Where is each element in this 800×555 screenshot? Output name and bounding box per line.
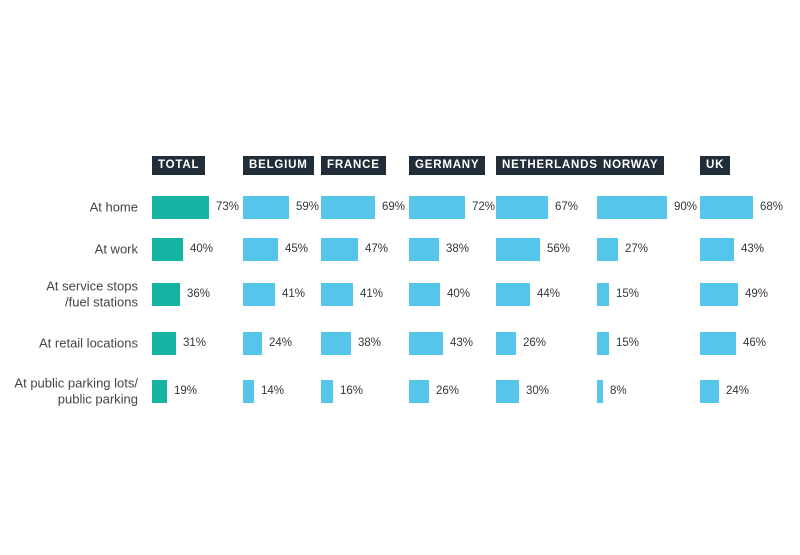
bar-france-at-home <box>321 196 375 219</box>
column-header-total: TOTAL <box>152 156 206 175</box>
value-label-norway-at-public-parking-lots: 8% <box>610 385 627 397</box>
bar-germany-at-home <box>409 196 465 219</box>
value-label-uk-at-work: 43% <box>741 243 765 255</box>
value-label-germany-at-public-parking-lots: 26% <box>436 385 460 397</box>
bar-total-at-retail-locations <box>152 332 176 355</box>
bar-germany-at-work <box>409 238 439 261</box>
bar-uk-at-home <box>700 196 753 219</box>
bar-norway-at-retail-locations <box>597 332 609 355</box>
bar-netherlands-at-home <box>496 196 548 219</box>
bar-norway-at-home <box>597 196 667 219</box>
bar-uk-at-public-parking-lots <box>700 380 719 403</box>
bar-germany-at-public-parking-lots <box>409 380 429 403</box>
column-header-uk: UK <box>700 156 731 175</box>
value-label-netherlands-at-public-parking-lots: 30% <box>526 385 550 397</box>
row-label-at-home: At home <box>89 199 138 215</box>
value-label-total-at-public-parking-lots: 19% <box>174 385 198 397</box>
value-label-norway-at-retail-locations: 15% <box>616 337 640 349</box>
value-label-france-at-public-parking-lots: 16% <box>340 385 364 397</box>
value-label-uk-at-home: 68% <box>760 201 784 213</box>
bar-france-at-work <box>321 238 358 261</box>
column-header-netherlands: NETHERLANDS <box>496 156 604 175</box>
bar-norway-at-work <box>597 238 618 261</box>
value-label-total-at-home: 73% <box>216 201 240 213</box>
bar-netherlands-at-service-stops <box>496 283 530 306</box>
bar-uk-at-retail-locations <box>700 332 736 355</box>
value-label-belgium-at-home: 59% <box>296 201 320 213</box>
bar-uk-at-work <box>700 238 734 261</box>
value-label-norway-at-home: 90% <box>674 201 698 213</box>
value-label-belgium-at-public-parking-lots: 14% <box>261 385 285 397</box>
column-header-france: FRANCE <box>321 156 386 175</box>
bar-netherlands-at-retail-locations <box>496 332 516 355</box>
bar-germany-at-retail-locations <box>409 332 443 355</box>
value-label-norway-at-work: 27% <box>625 243 649 255</box>
bar-total-at-work <box>152 238 183 261</box>
value-label-uk-at-public-parking-lots: 24% <box>726 385 750 397</box>
value-label-netherlands-at-work: 56% <box>547 243 571 255</box>
value-label-uk-at-service-stops: 49% <box>745 288 769 300</box>
bar-total-at-home <box>152 196 209 219</box>
bar-france-at-service-stops <box>321 283 353 306</box>
bar-norway-at-service-stops <box>597 283 609 306</box>
bar-netherlands-at-public-parking-lots <box>496 380 519 403</box>
column-header-norway: NORWAY <box>597 156 665 175</box>
value-label-france-at-home: 69% <box>382 201 406 213</box>
row-label-at-work: At work <box>94 241 138 257</box>
value-label-germany-at-service-stops: 40% <box>447 288 471 300</box>
value-label-germany-at-retail-locations: 43% <box>450 337 474 349</box>
bar-total-at-public-parking-lots <box>152 380 167 403</box>
value-label-france-at-retail-locations: 38% <box>358 337 382 349</box>
value-label-norway-at-service-stops: 15% <box>616 288 640 300</box>
value-label-uk-at-retail-locations: 46% <box>743 337 767 349</box>
bar-france-at-public-parking-lots <box>321 380 333 403</box>
bar-france-at-retail-locations <box>321 332 351 355</box>
bar-uk-at-service-stops <box>700 283 738 306</box>
value-label-france-at-work: 47% <box>365 243 389 255</box>
value-label-total-at-work: 40% <box>190 243 214 255</box>
value-label-netherlands-at-service-stops: 44% <box>537 288 561 300</box>
bar-norway-at-public-parking-lots <box>597 380 603 403</box>
bar-netherlands-at-work <box>496 238 540 261</box>
value-label-belgium-at-service-stops: 41% <box>282 288 306 300</box>
value-label-netherlands-at-retail-locations: 26% <box>523 337 547 349</box>
value-label-belgium-at-retail-locations: 24% <box>269 337 293 349</box>
value-label-netherlands-at-home: 67% <box>555 201 579 213</box>
row-label-at-public-parking-lots: At public parking lots/ public parking <box>14 374 138 407</box>
value-label-germany-at-home: 72% <box>472 201 496 213</box>
value-label-total-at-retail-locations: 31% <box>183 337 207 349</box>
bar-belgium-at-retail-locations <box>243 332 262 355</box>
bar-total-at-service-stops <box>152 283 180 306</box>
value-label-germany-at-work: 38% <box>446 243 470 255</box>
column-header-belgium: BELGIUM <box>243 156 314 175</box>
value-label-france-at-service-stops: 41% <box>360 288 384 300</box>
row-label-at-retail-locations: At retail locations <box>39 335 138 351</box>
column-header-germany: GERMANY <box>409 156 486 175</box>
row-label-at-service-stops: At service stops /fuel stations <box>46 277 138 310</box>
bar-belgium-at-service-stops <box>243 283 275 306</box>
bar-belgium-at-public-parking-lots <box>243 380 254 403</box>
value-label-belgium-at-work: 45% <box>285 243 309 255</box>
value-label-total-at-service-stops: 36% <box>187 288 211 300</box>
bar-belgium-at-home <box>243 196 289 219</box>
bar-germany-at-service-stops <box>409 283 440 306</box>
bar-belgium-at-work <box>243 238 278 261</box>
